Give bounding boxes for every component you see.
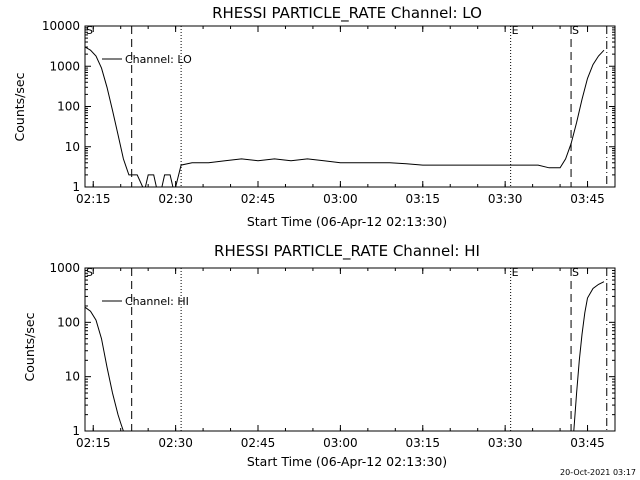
hi-x-tick-label: 02:15 bbox=[76, 436, 111, 450]
hi-x-axis-label: Start Time (06-Apr-12 02:13:30) bbox=[247, 454, 447, 469]
lo-x-tick-label: 02:45 bbox=[241, 192, 276, 206]
generation-timestamp: 20-Oct-2021 03:17 bbox=[560, 468, 636, 477]
lo-y-tick-label: 1000 bbox=[49, 59, 80, 73]
lo-y-tick-label: 10 bbox=[65, 140, 80, 154]
hi-y-axis-label: Counts/sec bbox=[22, 312, 37, 381]
hi-y-tick-label: 1 bbox=[72, 424, 80, 438]
hi-x-tick-label: 03:30 bbox=[488, 436, 523, 450]
lo-x-tick-label: 02:15 bbox=[76, 192, 111, 206]
hi-marker-label: S bbox=[572, 266, 579, 279]
hi-x-tick-label: 02:30 bbox=[158, 436, 193, 450]
lo-y-tick-label: 1 bbox=[72, 180, 80, 194]
lo-x-tick-label: 02:30 bbox=[158, 192, 193, 206]
hi-series-line bbox=[84, 306, 127, 432]
lo-x-tick-label: 03:45 bbox=[570, 192, 605, 206]
lo-y-tick-label: 10000 bbox=[42, 19, 80, 33]
lo-legend-label: Channel: LO bbox=[125, 53, 192, 66]
lo-x-tick-label: 03:30 bbox=[488, 192, 523, 206]
lo-y-tick-label: 100 bbox=[57, 100, 80, 114]
hi-y-tick-label: 10 bbox=[65, 370, 80, 384]
hi-x-tick-label: 03:45 bbox=[570, 436, 605, 450]
lo-marker-label: E bbox=[512, 24, 519, 37]
hi-series-line bbox=[573, 281, 605, 432]
hi-plot-frame bbox=[84, 267, 616, 432]
hi-channel-panel: RHESSI PARTICLE_RATE Channel: HI Start T… bbox=[22, 242, 616, 469]
lo-chart-title: RHESSI PARTICLE_RATE Channel: LO bbox=[212, 4, 482, 23]
lo-x-tick-label: 03:15 bbox=[405, 192, 440, 206]
lo-x-axis-label: Start Time (06-Apr-12 02:13:30) bbox=[247, 214, 447, 229]
hi-x-tick-label: 03:00 bbox=[323, 436, 358, 450]
lo-y-axis-label: Counts/sec bbox=[12, 72, 27, 141]
hi-marker-label: E bbox=[512, 266, 519, 279]
hi-x-tick-label: 03:15 bbox=[405, 436, 440, 450]
lo-x-tick-label: 03:00 bbox=[323, 192, 358, 206]
lo-marker-label: S bbox=[86, 24, 93, 37]
lo-marker-label: S bbox=[572, 24, 579, 37]
hi-chart-title: RHESSI PARTICLE_RATE Channel: HI bbox=[214, 242, 480, 261]
hi-y-tick-label: 100 bbox=[57, 315, 80, 329]
hi-legend-label: Channel: HI bbox=[125, 295, 189, 308]
hi-marker-label: S bbox=[86, 266, 93, 279]
hi-y-tick-label: 1000 bbox=[49, 261, 80, 275]
lo-series-line bbox=[84, 46, 605, 188]
hi-x-tick-label: 02:45 bbox=[241, 436, 276, 450]
lo-channel-panel: RHESSI PARTICLE_RATE Channel: LO Start T… bbox=[12, 4, 616, 229]
